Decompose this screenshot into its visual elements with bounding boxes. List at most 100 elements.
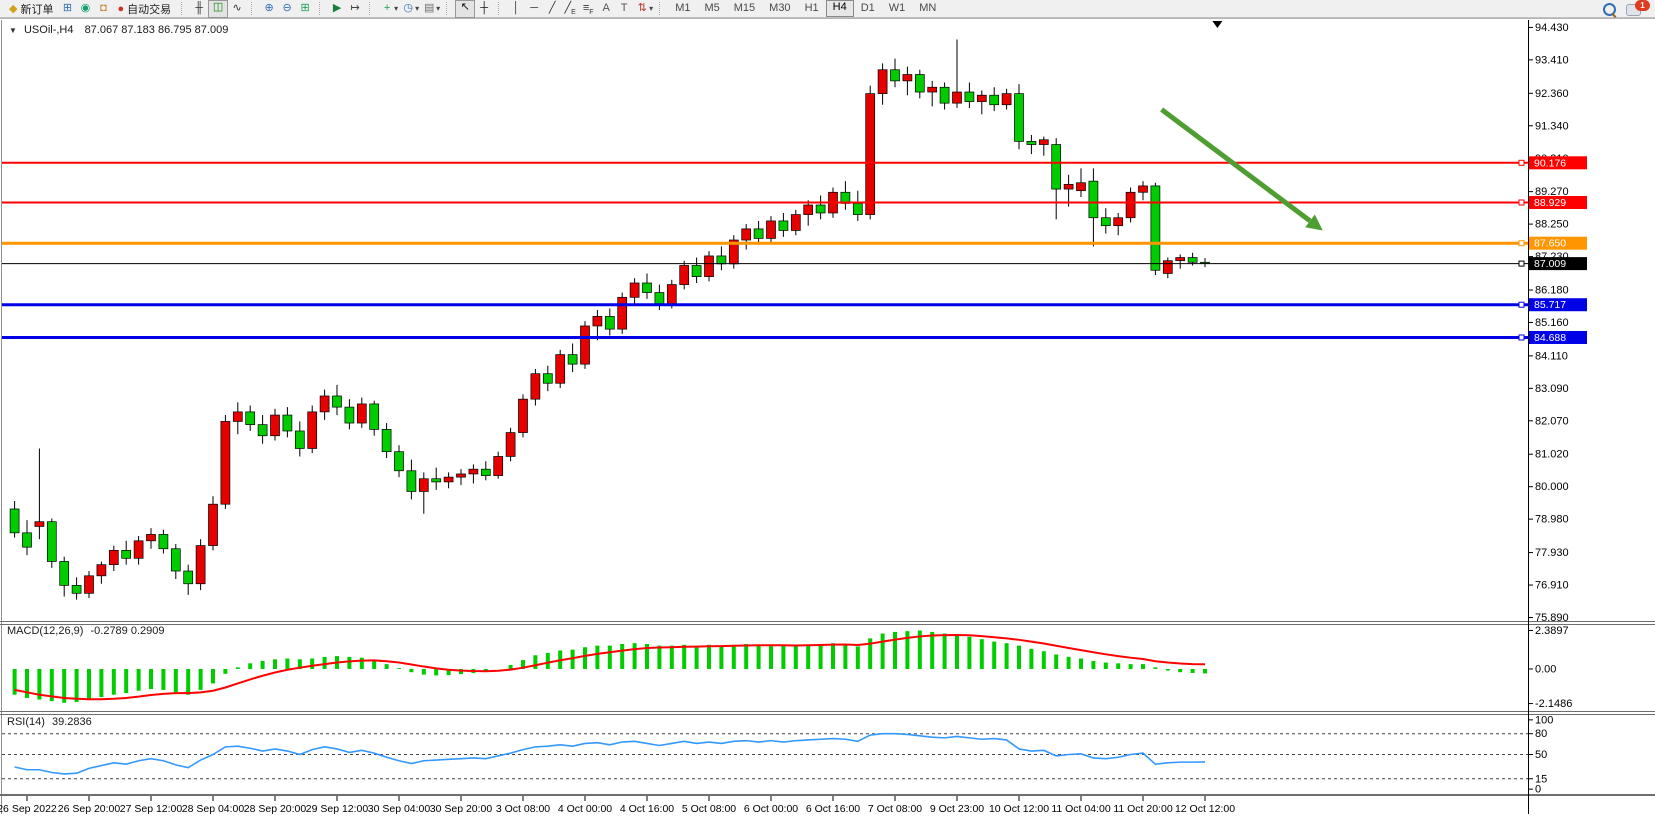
candle [394,445,404,478]
zoom-out-button[interactable]: ⊖ [278,1,296,17]
main-toolbar: ◆ 新订单 ⊞ ◉ ◘ ● 自动交易 ╫ ◫ ∿ ⊕ ⊖ ⊞ ▶ ↦ + ▾ ◷ ▾ ▤ ▾ ↖ ┼ │ ─ ╱ ╱E ≡F A T ⇅ ▾ M… [0,0,1655,18]
chart-title: ▼ USOil-,H4 87.067 87.183 86.795 87.009 [9,24,228,36]
line-anchor-85.717[interactable] [1518,301,1525,308]
macd-indicator-label: MACD(12,26,9) -0.2789 0.2909 [7,625,165,637]
auto-scroll-button[interactable]: ▶ [328,1,346,17]
date-tick-label: 29 Sep 12:00 [306,803,369,815]
timeframe-button-w1[interactable]: W1 [888,2,906,14]
line-anchor-88.929[interactable] [1518,199,1525,206]
candle [418,472,429,514]
candle [431,467,442,490]
candle [629,278,640,306]
data-window-button[interactable]: ◉ [76,1,94,17]
candle [1138,181,1148,201]
market-watch-button[interactable]: ⊞ [58,1,76,17]
candle [195,539,206,591]
dropdown-caret-icon[interactable]: ▾ [436,4,441,13]
vertical-line-icon: │ [512,1,520,14]
candle [468,464,479,484]
horizontal-line-button[interactable]: ─ [525,1,543,17]
auto-trading-button[interactable]: ● 自动交易 [112,1,176,17]
zoom-in-icon: ⊕ [264,1,274,14]
candle [232,402,243,435]
chart-shift-button[interactable]: ↦ [346,1,364,17]
price-tick-label: 92.360 [1535,88,1569,100]
line-chart-button[interactable]: ∿ [228,1,246,17]
new-order-button[interactable]: ◆ 新订单 [4,1,58,17]
zoom-in-button[interactable]: ⊕ [260,1,278,17]
candle [542,365,553,392]
vertical-line-button[interactable]: │ [507,1,525,17]
one-click-trading-toggle-icon[interactable]: ▼ [9,26,17,35]
rsi-tick-label: 0 [1535,784,1541,796]
templates-button[interactable]: ▤ [420,1,438,17]
search-icon[interactable] [1603,3,1616,16]
date-tick-label: 11 Oct 04:00 [1051,803,1111,815]
timeframe-button-m15[interactable]: M15 [733,2,756,14]
dropdown-caret-icon[interactable]: ▾ [394,4,399,13]
candle [493,451,504,479]
rsi-line [14,732,1206,775]
indicators-button[interactable]: + [378,1,396,17]
toolbar-separator [446,2,451,15]
cursor-button[interactable]: ↖ [455,0,476,18]
text-button[interactable]: A [597,1,615,17]
candle [319,389,330,420]
line-anchor-87.009[interactable] [1518,260,1525,267]
timeframe-button-m30[interactable]: M30 [769,2,791,14]
crosshair-button[interactable]: ┼ [475,1,493,17]
bar-chart-button[interactable]: ╫ [190,1,208,17]
horizontal-line-icon: ─ [530,1,539,14]
candle [406,459,417,500]
timeframe-button-h4[interactable]: H4 [825,0,854,17]
equidistant-channel-icon-letter: E [571,8,576,16]
text-label-button[interactable]: T [615,1,633,17]
candle [976,90,987,115]
timeframe-button-mn[interactable]: MN [919,2,937,14]
main-chart-area[interactable] [2,20,1528,621]
price-tick-label: 86.180 [1535,284,1569,296]
auto-trading-label: 自动交易 [127,3,172,16]
trend-arrow-line[interactable] [1160,107,1312,223]
price-line-label-90.176: 90.176 [1534,157,1566,169]
line-anchor-84.688[interactable] [1518,334,1525,341]
dropdown-caret-icon[interactable]: ▾ [415,4,420,13]
candle [704,251,714,282]
price-tick-label: 88.250 [1535,219,1569,231]
toolbar-separator [369,2,374,15]
navigator-button[interactable]: ◘ [94,1,112,17]
candle [1088,168,1099,247]
tile-windows-button[interactable]: ⊞ [296,1,314,17]
candle [456,469,466,486]
price-label-bg-85.717 [1529,298,1587,312]
line-anchor-90.176[interactable] [1518,159,1525,166]
cursor-icon: ↖ [460,0,470,13]
timeframe-button-d1[interactable]: D1 [860,2,875,14]
fibonacci-button[interactable]: ≡F [579,1,597,17]
candle [480,461,491,481]
timeframe-button-m1[interactable]: M1 [675,2,691,14]
price-tick-label: 82.070 [1535,415,1569,427]
price-line-label-87.650: 87.650 [1534,238,1566,250]
timeframe-button-h1[interactable]: H1 [804,2,819,14]
chat-icon[interactable]: 1 [1626,0,1650,16]
candle [592,310,603,341]
date-tick-label: 12 Oct 12:00 [1175,803,1235,815]
equidistant-channel-button[interactable]: ╱E [561,1,579,17]
candle [741,224,752,250]
arrow-objects-button[interactable]: ⇅ [633,1,651,17]
trendline-button[interactable]: ╱ [543,1,561,17]
dropdown-caret-icon[interactable]: ▾ [649,4,654,13]
candle [914,69,925,99]
toolbar-separator [181,2,186,15]
line-anchor-87.650[interactable] [1518,240,1525,247]
candle [518,394,528,438]
candle [22,520,32,556]
candlestick-button[interactable]: ◫ [208,0,229,18]
candle [505,427,516,462]
periods-button[interactable]: ◷ [399,1,417,17]
chart-shift-icon: ↦ [350,1,360,14]
candle [158,529,169,554]
timeframe-button-m5[interactable]: M5 [704,2,720,14]
